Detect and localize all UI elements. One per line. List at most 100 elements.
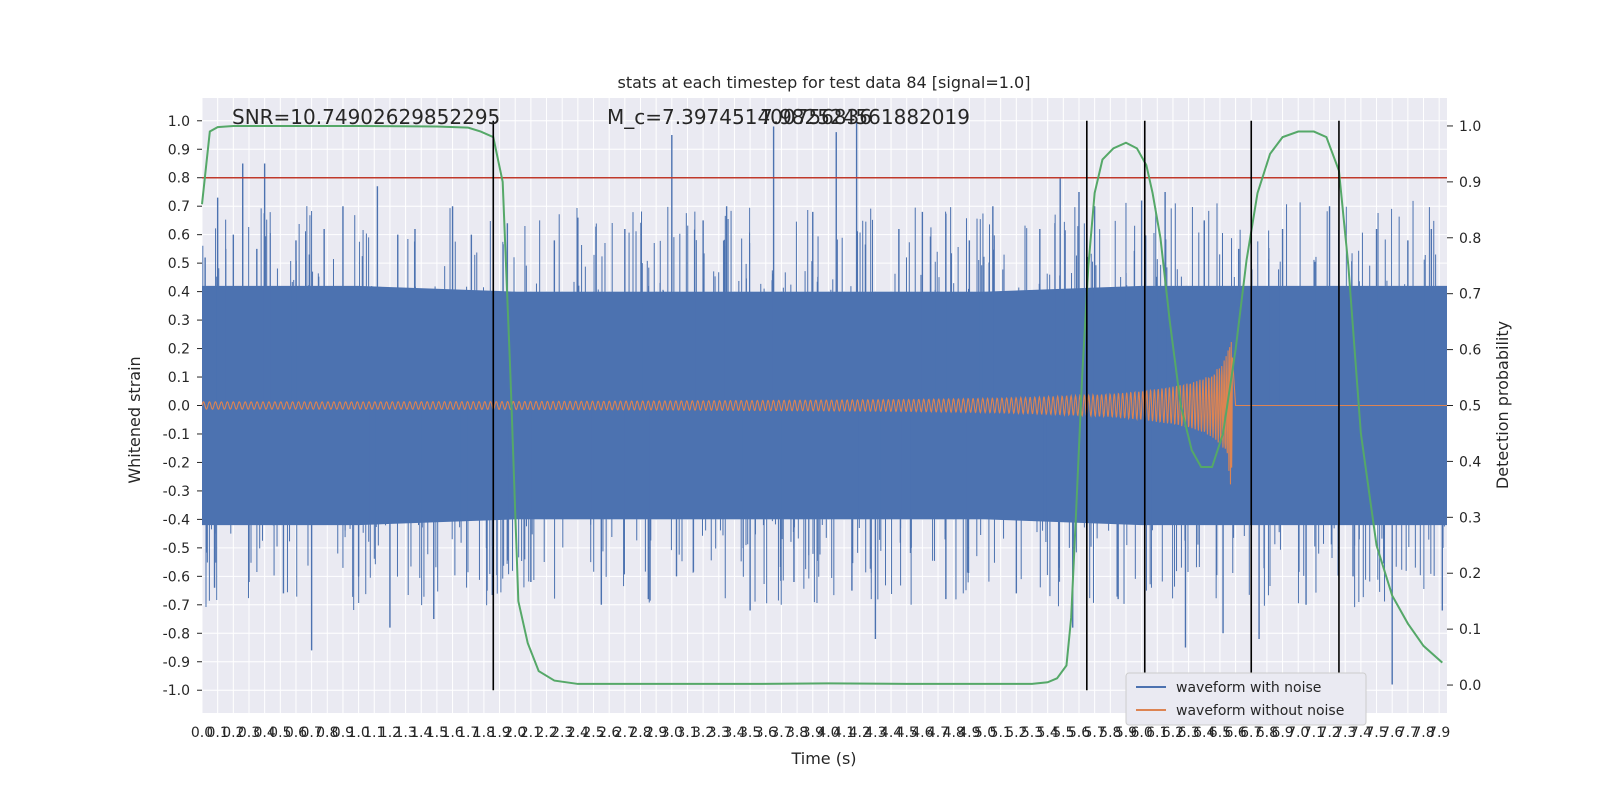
x-tick-label: 3.2 (692, 725, 714, 741)
x-tick-label: 6.7 (1240, 725, 1262, 741)
x-tick-label: 0.0 (191, 725, 213, 741)
y-tick-label: 0.9 (168, 142, 190, 158)
x-tick-label: 7.6 (1381, 725, 1403, 741)
x-tick-label: 5.0 (974, 725, 996, 741)
legend-box (1125, 672, 1367, 726)
x-tick-label: 6.6 (1224, 725, 1246, 741)
x-tick-label: 5.9 (1115, 725, 1137, 741)
x-tick-label: 4.8 (943, 725, 965, 741)
clean-waveform-layer (201, 341, 1447, 485)
x-tick-label: 6.1 (1146, 725, 1168, 741)
x-tick-label: 1.3 (394, 725, 416, 741)
x-tick-label: 4.9 (958, 725, 980, 741)
y-right-tick-label: 0.7 (1459, 287, 1481, 303)
x-tick-label: 1.1 (363, 725, 385, 741)
y-tick-label: -0.4 (163, 512, 190, 528)
x-tick-label: 0.4 (254, 725, 276, 741)
x-tick-label: 2.4 (567, 725, 589, 741)
x-tick-label: 4.0 (817, 725, 839, 741)
legend-label-clean: waveform without noise (1176, 703, 1344, 719)
x-tick-label: 2.8 (629, 725, 651, 741)
y-tick-label: 0.7 (168, 199, 190, 215)
x-tick-label: 2.5 (582, 725, 604, 741)
x-tick-label: 5.1 (990, 725, 1012, 741)
x-tick-label: 7.5 (1365, 725, 1387, 741)
y-tick-label: 1.0 (168, 114, 190, 130)
y-right-tick-label: 0.8 (1459, 231, 1481, 247)
x-tick-label: 1.0 (347, 725, 369, 741)
y-tick-label: 0.5 (168, 256, 190, 272)
y-tick-label: -0.2 (163, 455, 190, 471)
x-tick-label: 3.3 (708, 725, 730, 741)
x-tick-label: 1.5 (426, 725, 448, 741)
y-right-tick-label: 0.1 (1459, 622, 1481, 638)
x-tick-label: 2.2 (535, 725, 557, 741)
y-tick-label: -1.0 (163, 683, 190, 699)
y-tick-label: -0.8 (163, 626, 190, 642)
x-axis-label: Time (s) (790, 749, 856, 768)
x-tick-label: 5.6 (1068, 725, 1090, 741)
x-tick-label: 7.1 (1303, 725, 1325, 741)
x-tick-label: 6.2 (1162, 725, 1184, 741)
merger-time-annotation: 7.982524561882019 (760, 105, 970, 129)
x-tick-label: 0.7 (300, 725, 322, 741)
y-tick-label: 0.6 (168, 228, 190, 244)
x-tick-label: 0.8 (316, 725, 338, 741)
y-ticks-right-layer: 1.0 0.9 0.8 0.7 0.6 0.5 0.4 0.3 0.2 0.1 0.0 (1447, 119, 1481, 694)
snr-annotation: SNR=10.74902629852295 (232, 105, 500, 129)
y-tick-label: 0.0 (168, 399, 190, 415)
x-tick-label: 6.8 (1256, 725, 1278, 741)
x-ticks-layer: 0.00.10.20.30.40.50.60.70.80.91.01.11.21… (191, 725, 1450, 741)
x-tick-label: 4.7 (927, 725, 949, 741)
y-tick-label: 0.2 (168, 342, 190, 358)
x-tick-label: 0.5 (269, 725, 291, 741)
x-tick-label: 3.1 (676, 725, 698, 741)
x-tick-label: 6.5 (1209, 725, 1231, 741)
y-tick-label: -0.5 (163, 541, 190, 557)
x-tick-label: 0.6 (285, 725, 307, 741)
y-tick-label: -0.7 (163, 598, 190, 614)
x-tick-label: 7.2 (1318, 725, 1340, 741)
probability-layer (201, 124, 1443, 685)
y-right-tick-label: 0.6 (1459, 343, 1481, 359)
x-tick-label: 7.4 (1350, 725, 1372, 741)
x-tick-label: 3.9 (802, 725, 824, 741)
x-tick-label: 6.0 (1130, 725, 1152, 741)
y-tick-label: -0.3 (163, 484, 190, 500)
x-tick-label: 1.6 (441, 725, 463, 741)
x-tick-label: 7.0 (1287, 725, 1309, 741)
chirp-mass-annotation: M_c=7.397451400756836 (607, 105, 872, 129)
y-tick-label: -0.1 (163, 427, 190, 443)
vertical-lines-layer (492, 120, 1340, 691)
x-tick-label: 7.3 (1334, 725, 1356, 741)
x-tick-label: 6.4 (1193, 725, 1215, 741)
y-right-tick-label: 0.2 (1459, 566, 1481, 582)
x-tick-label: 1.7 (457, 725, 479, 741)
y-right-tick-label: 0.9 (1459, 175, 1481, 191)
x-tick-label: 5.5 (1052, 725, 1074, 741)
legend: waveform with noise waveform without noi… (1125, 672, 1367, 726)
x-tick-label: 3.5 (739, 725, 761, 741)
x-tick-label: 5.2 (1005, 725, 1027, 741)
x-tick-label: 0.9 (332, 725, 354, 741)
y-axis-label-left: Whitened strain (125, 356, 144, 483)
y-tick-label: 0.8 (168, 171, 190, 187)
y-right-tick-label: 0.4 (1459, 454, 1481, 470)
clean-waveform-line (201, 341, 1447, 485)
x-tick-label: 4.3 (864, 725, 886, 741)
legend-label-noise: waveform with noise (1176, 680, 1321, 696)
x-tick-label: 1.2 (379, 725, 401, 741)
y-right-tick-label: 0.3 (1459, 510, 1481, 526)
x-tick-label: 3.0 (661, 725, 683, 741)
x-tick-label: 4.5 (896, 725, 918, 741)
x-tick-label: 5.8 (1099, 725, 1121, 741)
x-tick-label: 0.2 (222, 725, 244, 741)
y-tick-label: -0.9 (163, 655, 190, 671)
x-tick-label: 2.7 (614, 725, 636, 741)
x-tick-label: 4.4 (880, 725, 902, 741)
y-tick-label: 0.3 (168, 313, 190, 329)
y-tick-label: 0.4 (168, 285, 190, 301)
x-tick-label: 0.3 (238, 725, 260, 741)
x-tick-label: 5.4 (1037, 725, 1059, 741)
